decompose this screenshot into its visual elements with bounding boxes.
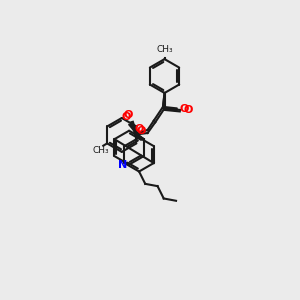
Text: CH₃: CH₃ (93, 146, 109, 155)
Text: O: O (124, 110, 133, 120)
Text: CH₃: CH₃ (156, 46, 173, 55)
Text: N: N (118, 160, 127, 170)
Text: O: O (137, 127, 146, 136)
Text: O: O (180, 104, 189, 114)
Text: O: O (134, 124, 144, 134)
Text: O: O (184, 105, 193, 115)
Text: O: O (121, 112, 131, 122)
